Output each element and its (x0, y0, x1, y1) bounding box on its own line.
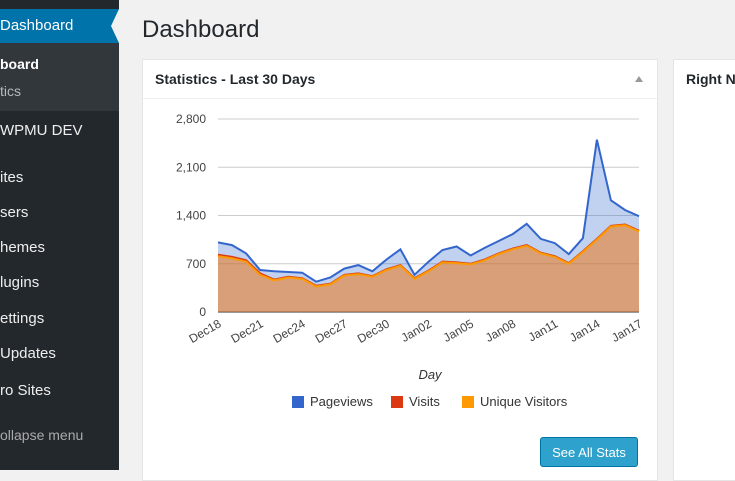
y-tick-label: 700 (186, 257, 206, 271)
y-axis: 0 700 1,400 2,100 2,800 (176, 112, 206, 319)
see-all-stats-button[interactable]: See All Stats (540, 437, 638, 467)
sidebar-item-themes[interactable]: hemes (0, 239, 46, 256)
x-tick-label: Jan05 (441, 316, 477, 345)
y-tick-label: 1,400 (176, 209, 206, 223)
series-line (217, 224, 640, 288)
right-panel: Right N (673, 59, 735, 481)
sidebar-item-users[interactable]: sers (0, 204, 29, 221)
x-tick-label: Jan02 (399, 316, 435, 345)
legend-swatch (292, 396, 304, 408)
collapse-menu-button[interactable]: ollapse menu (0, 427, 84, 443)
collapse-toggle-icon[interactable] (635, 76, 643, 82)
sidebar-submenu: board tics (0, 43, 119, 111)
series-area (218, 139, 639, 312)
legend-swatch (391, 396, 403, 408)
submenu-item-home[interactable]: board (0, 56, 39, 72)
statistics-panel: Statistics - Last 30 Days 0 700 1,400 2,100… (142, 59, 658, 481)
active-arrow-icon (111, 9, 119, 43)
sidebar-item-dashboard[interactable]: Dashboard (0, 9, 119, 43)
sidebar-item-updates[interactable]: Updates (0, 345, 56, 362)
admin-sidebar: Dashboard board tics WPMU DEV ites sers … (0, 0, 119, 470)
x-tick-label: Dec30 (355, 316, 392, 346)
series-area (218, 225, 639, 312)
legend-swatch (462, 396, 474, 408)
page-title: Dashboard (142, 16, 260, 43)
right-panel-title: Right N (686, 71, 735, 87)
legend-label: Visits (409, 394, 440, 409)
chart-areas (217, 139, 640, 312)
sidebar-item-sites[interactable]: ites (0, 169, 24, 186)
x-tick-label: Dec24 (271, 316, 308, 346)
panel-title: Statistics - Last 30 Days (155, 71, 316, 87)
submenu-item-statistics[interactable]: tics (0, 83, 21, 99)
sidebar-item-settings[interactable]: ettings (0, 310, 45, 327)
x-tick-label: Jan11 (526, 316, 561, 344)
panel-header[interactable]: Statistics - Last 30 Days (143, 60, 657, 99)
x-tick-label: Jan17 (609, 316, 645, 345)
sidebar-item-wpmu-dev[interactable]: WPMU DEV (0, 122, 83, 139)
chart-legend: Pageviews Visits Unique Visitors (292, 394, 568, 409)
sidebar-item-plugins[interactable]: lugins (0, 274, 40, 291)
sidebar-item-label: Dashboard (0, 17, 74, 34)
x-axis: Dec18 Dec21 Dec24 Dec27 Dec30 Jan02 Jan05 Jan08… (186, 316, 644, 346)
series-area (218, 224, 639, 312)
y-tick-label: 2,800 (176, 112, 206, 126)
sidebar-item-pro-sites[interactable]: ro Sites (0, 382, 51, 399)
statistics-chart: 0 700 1,400 2,100 2,800 Dec18 Dec21 Dec24 Dec27… (176, 112, 645, 409)
series-line (217, 139, 640, 283)
x-tick-label: Jan08 (483, 316, 519, 345)
x-tick-label: Jan14 (567, 316, 603, 345)
x-tick-label: Dec21 (229, 316, 266, 346)
x-tick-label: Dec18 (186, 316, 223, 346)
x-tick-label: Dec27 (313, 316, 350, 346)
legend-label: Unique Visitors (480, 394, 568, 409)
y-tick-label: 2,100 (176, 160, 206, 174)
x-axis-label: Day (418, 367, 443, 382)
legend-label: Pageviews (310, 394, 373, 409)
y-tick-label: 0 (199, 305, 206, 319)
